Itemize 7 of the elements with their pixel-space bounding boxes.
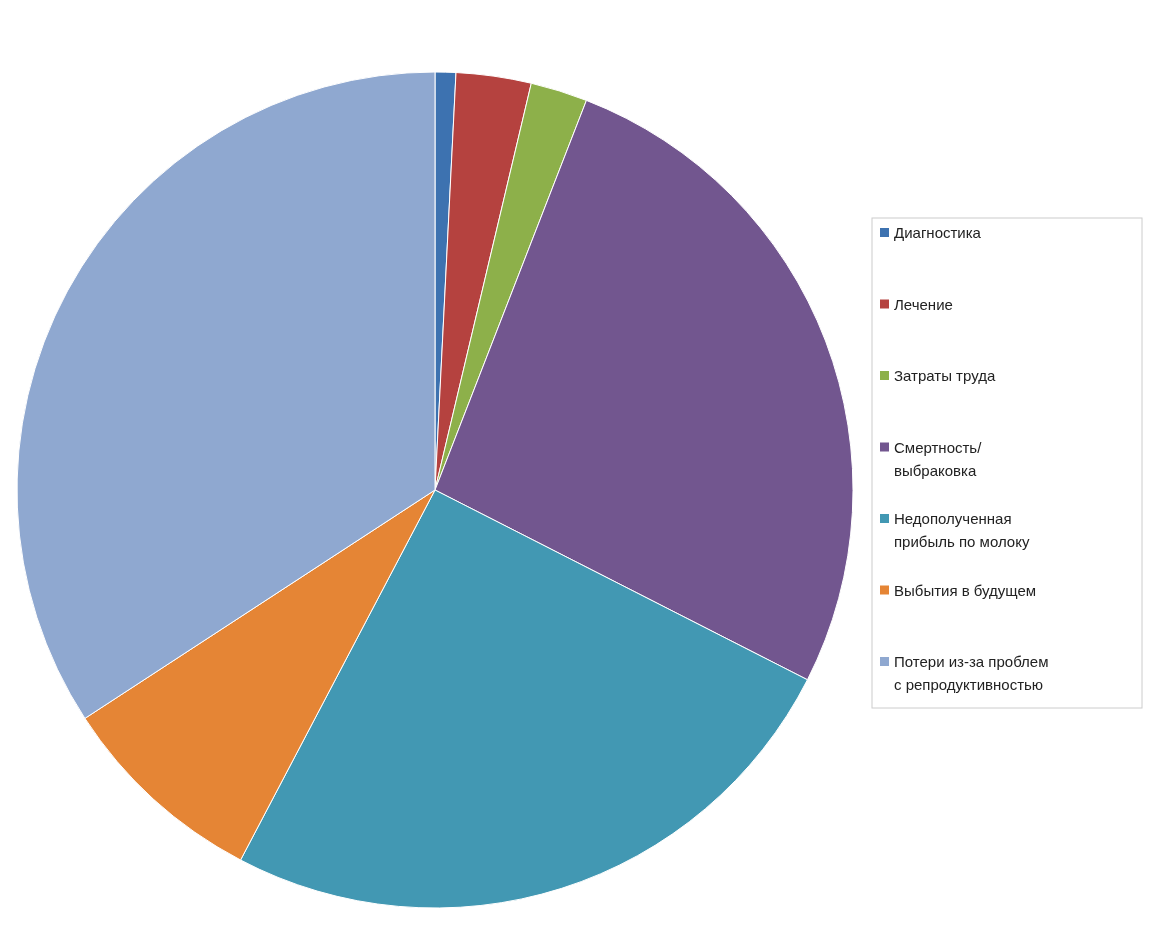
- legend-label: Недополученная прибыль по молоку: [894, 510, 1030, 550]
- legend-label: Смертность/ выбраковка: [894, 438, 983, 479]
- legend-label: Лечение: [894, 295, 953, 313]
- legend-label: Потери из-за проблем с репродуктивностью: [894, 653, 1049, 693]
- legend-label: Выбытия в будущем: [894, 581, 1037, 599]
- legend-label: Диагностика: [894, 224, 982, 241]
- legend-label: Затраты труда: [894, 367, 996, 384]
